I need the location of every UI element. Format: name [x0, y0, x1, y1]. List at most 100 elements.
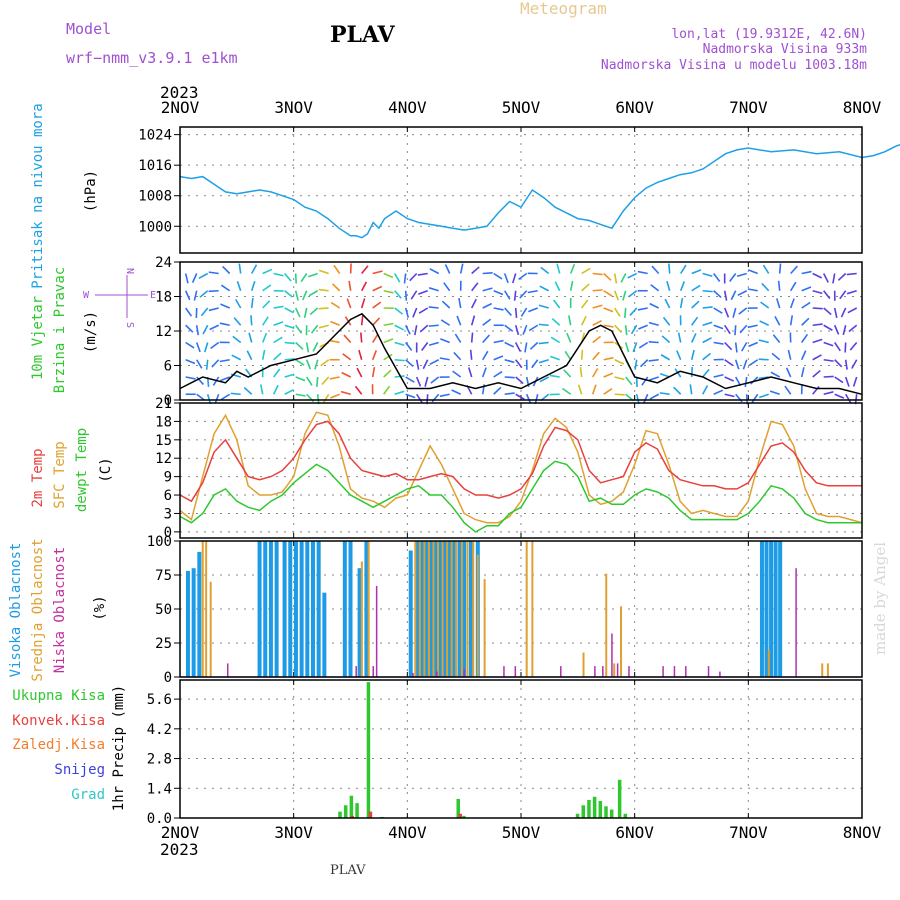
wind-arrow	[230, 392, 241, 396]
wind-arrow	[591, 367, 599, 378]
wind-arrow	[812, 323, 823, 327]
station-title: PLAV	[330, 22, 395, 48]
wind-arrow	[196, 376, 204, 385]
wind-arrow	[812, 354, 822, 361]
wind-arrow	[284, 358, 295, 361]
wind-arrow	[713, 290, 722, 299]
wind-arrow	[309, 307, 319, 316]
panel-frame	[179, 261, 863, 401]
wind-arrow	[330, 393, 340, 399]
wind-arrow	[772, 334, 781, 344]
wind-arrow	[424, 376, 429, 387]
wind-arrow	[834, 376, 844, 384]
wind-arrow	[554, 281, 561, 292]
wind-arrow	[318, 324, 329, 329]
wind-arrow	[784, 385, 792, 395]
wind-arrow	[519, 290, 528, 299]
wind-arrow	[203, 342, 209, 353]
high-cloud-bar	[468, 541, 473, 677]
low-cloud-bar	[355, 666, 357, 677]
high-cloud-bar	[268, 541, 273, 677]
wind-arrow	[250, 264, 258, 274]
wind-arrow	[849, 341, 858, 351]
wind-arrow	[834, 359, 843, 368]
mid-cloud-bar	[821, 663, 824, 677]
wind-arrow	[730, 290, 737, 301]
wind-arrow	[800, 367, 805, 378]
wind-arrow	[569, 263, 576, 274]
y-tick-label: 0.0	[147, 811, 172, 827]
wind-arrow	[471, 282, 479, 292]
wind-arrow	[579, 366, 583, 378]
mid-cloud-bar	[483, 579, 486, 677]
wind-arrow	[208, 289, 219, 293]
wind-arrow	[613, 273, 618, 284]
wind-arrow	[691, 300, 700, 309]
wind-arrow	[284, 272, 292, 282]
wind-arrow	[549, 374, 560, 378]
y-tick-label: 21	[155, 396, 172, 412]
wind-arrow	[513, 290, 517, 301]
high-cloud-bar	[299, 541, 304, 677]
wind-arrow	[262, 268, 273, 275]
total-rain-bar	[598, 801, 603, 818]
wind-arrow	[261, 332, 268, 343]
top-date-axis: 2NOV 3NOV 4NOV 5NOV 6NOV 7NOV 8NOV	[161, 98, 882, 117]
wind-arrow	[273, 336, 283, 344]
wind-arrow	[361, 265, 369, 275]
wind-arrow	[770, 371, 781, 378]
wind-arrow	[504, 392, 515, 396]
date-tick-label: 8NOV	[843, 98, 882, 117]
total-rain-bar	[592, 796, 597, 818]
y-tick-label: 12	[155, 451, 172, 467]
dewpoint-line	[179, 460, 862, 533]
y-tick-label: 24	[155, 255, 172, 271]
wind-arrow	[273, 368, 281, 378]
total-rain-bar	[623, 813, 628, 818]
wind-arrow	[416, 393, 423, 404]
wind-arrow	[748, 341, 758, 348]
wind-arrow	[200, 307, 209, 317]
cloud-label-3: Niska Oblacnost	[52, 547, 68, 673]
wind-arrow	[823, 307, 832, 316]
wind-arrow	[372, 285, 383, 292]
wind-arrow	[812, 338, 823, 344]
wind-arrow	[620, 273, 627, 283]
wind-arrow	[846, 272, 857, 276]
wind-arrow	[195, 359, 203, 369]
wind-arrow	[310, 324, 319, 334]
wind-arrow	[220, 376, 230, 382]
bottom-date-axis: 2NOV 3NOV 4NOV 5NOV 6NOV 7NOV 8NOV	[161, 823, 882, 842]
wind-arrow	[470, 315, 476, 326]
wind-arrow	[680, 264, 687, 274]
y-tick-label: 6	[164, 488, 172, 504]
wind-arrow	[238, 263, 242, 274]
high-cloud-bar	[282, 541, 287, 677]
cloud-label-1: Visoka Oblacnost	[8, 543, 24, 678]
wind-arrow	[415, 359, 420, 370]
wind-arrow	[429, 359, 440, 366]
total-rain-bar	[456, 798, 460, 818]
wind-arrow	[603, 307, 614, 313]
wind-arrow	[394, 290, 402, 299]
wind-arrow	[625, 376, 633, 386]
wind-arrow	[729, 273, 737, 282]
wind-arrow	[330, 320, 340, 326]
precip-legend-total: Ukupna Kisa	[12, 688, 105, 704]
high-cloud-bar	[263, 541, 268, 677]
conv-rain-bar	[350, 815, 354, 818]
wind-arrow	[846, 289, 857, 295]
cloud-label-2: Srednja Oblacnost	[30, 538, 46, 681]
wind-arrow	[493, 339, 504, 344]
wind-arrow	[739, 324, 748, 334]
wind-arrow	[404, 307, 410, 318]
date-tick-label: 6NOV	[615, 823, 654, 842]
high-cloud-bar	[457, 541, 462, 677]
wind-arrow	[493, 290, 504, 296]
high-cloud-bar	[429, 541, 434, 677]
mid-cloud-bar	[826, 663, 829, 677]
wind-arrow	[630, 324, 638, 335]
low-cloud-bar	[226, 663, 229, 677]
wind-arrow	[262, 300, 271, 309]
